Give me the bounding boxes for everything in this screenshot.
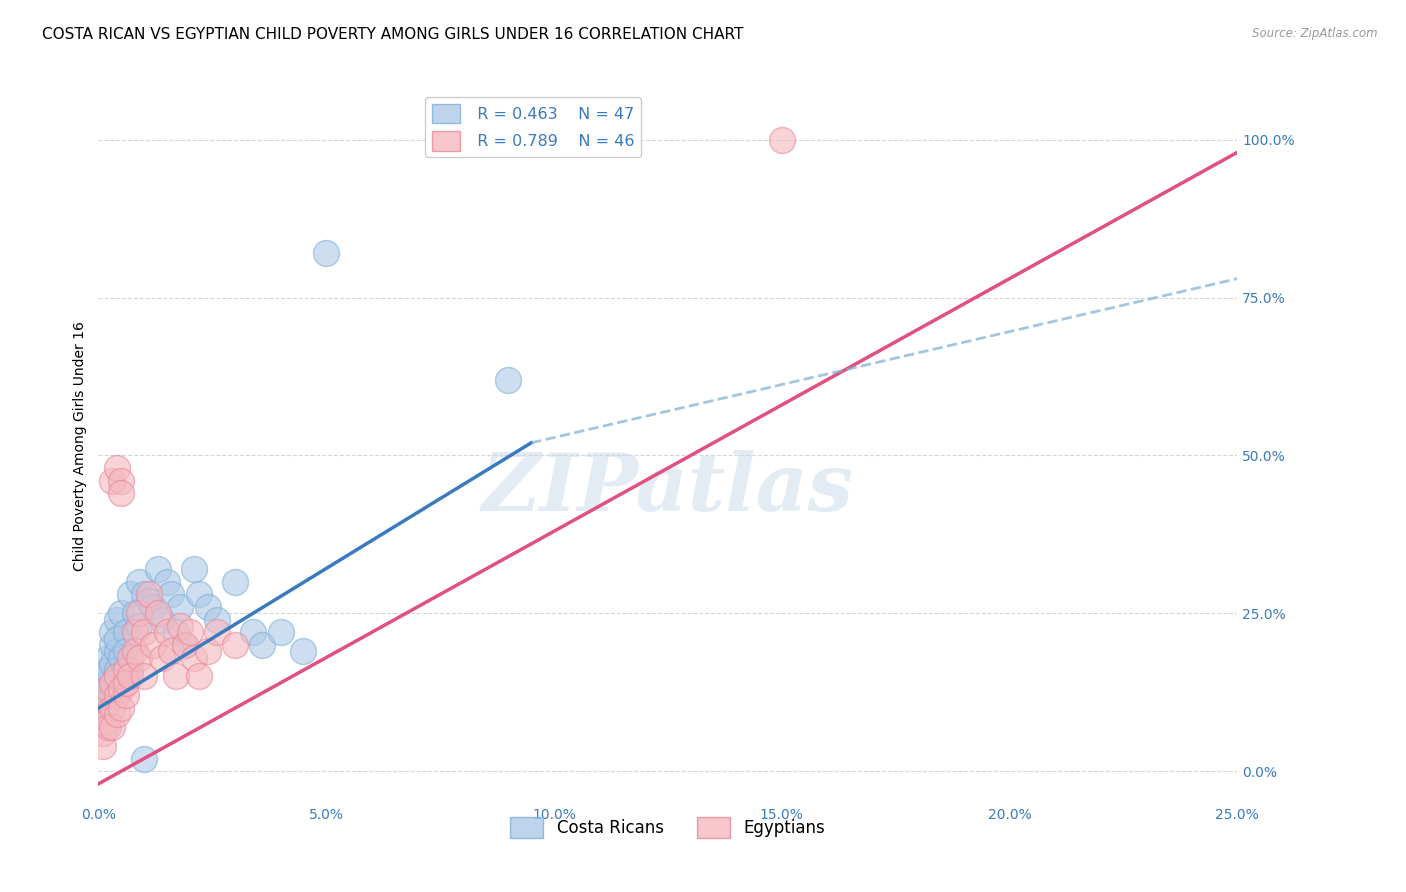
Point: [124, 644, 146, 658]
Point: [105, 669, 128, 683]
Point: [169, 600, 191, 615]
Point: [138, 587, 160, 601]
Point: [101, 675, 124, 690]
Point: [105, 632, 128, 646]
Point: [146, 562, 169, 576]
Point: [128, 619, 150, 633]
Point: [187, 587, 209, 601]
Point: [242, 625, 264, 640]
Point: [165, 625, 187, 640]
Point: [120, 650, 142, 665]
Point: [150, 613, 173, 627]
Point: [292, 644, 315, 658]
Point: [197, 644, 219, 658]
Point: [165, 669, 187, 683]
Point: [128, 574, 150, 589]
Point: [105, 689, 128, 703]
Point: [101, 474, 124, 488]
Point: [114, 625, 136, 640]
Point: [101, 657, 124, 671]
Point: [498, 373, 520, 387]
Point: [96, 720, 118, 734]
Point: [120, 587, 142, 601]
Point: [91, 701, 114, 715]
Point: [174, 638, 197, 652]
Point: [183, 650, 205, 665]
Point: [105, 644, 128, 658]
Point: [120, 663, 142, 677]
Point: [91, 726, 114, 740]
Point: [96, 695, 118, 709]
Point: [91, 707, 114, 722]
Point: [105, 461, 128, 475]
Point: [197, 600, 219, 615]
Point: [128, 650, 150, 665]
Point: [110, 669, 132, 683]
Point: [224, 638, 246, 652]
Point: [132, 751, 155, 765]
Point: [91, 739, 114, 753]
Point: [110, 474, 132, 488]
Point: [120, 669, 142, 683]
Point: [142, 638, 165, 652]
Point: [150, 650, 173, 665]
Point: [160, 644, 183, 658]
Point: [146, 607, 169, 621]
Point: [105, 663, 128, 677]
Point: [770, 133, 793, 147]
Point: [105, 613, 128, 627]
Point: [205, 613, 228, 627]
Point: [91, 669, 114, 683]
Point: [179, 625, 201, 640]
Point: [124, 625, 146, 640]
Point: [105, 707, 128, 722]
Point: [124, 607, 146, 621]
Point: [110, 650, 132, 665]
Point: [110, 486, 132, 500]
Point: [96, 695, 118, 709]
Point: [187, 669, 209, 683]
Legend: Costa Ricans, Egyptians: Costa Ricans, Egyptians: [503, 811, 832, 845]
Point: [101, 625, 124, 640]
Point: [91, 689, 114, 703]
Point: [183, 562, 205, 576]
Point: [156, 625, 179, 640]
Point: [174, 638, 197, 652]
Point: [224, 574, 246, 589]
Point: [142, 600, 165, 615]
Text: COSTA RICAN VS EGYPTIAN CHILD POVERTY AMONG GIRLS UNDER 16 CORRELATION CHART: COSTA RICAN VS EGYPTIAN CHILD POVERTY AM…: [42, 27, 744, 42]
Point: [101, 682, 124, 697]
Point: [96, 675, 118, 690]
Y-axis label: Child Poverty Among Girls Under 16: Child Poverty Among Girls Under 16: [73, 321, 87, 571]
Point: [169, 619, 191, 633]
Point: [96, 714, 118, 728]
Point: [205, 625, 228, 640]
Point: [132, 669, 155, 683]
Point: [110, 607, 132, 621]
Point: [114, 663, 136, 677]
Point: [101, 720, 124, 734]
Point: [160, 587, 183, 601]
Text: ZIPatlas: ZIPatlas: [482, 450, 853, 527]
Point: [138, 593, 160, 607]
Point: [114, 644, 136, 658]
Point: [114, 689, 136, 703]
Point: [101, 638, 124, 652]
Point: [96, 650, 118, 665]
Point: [114, 675, 136, 690]
Point: [110, 682, 132, 697]
Point: [110, 701, 132, 715]
Text: Source: ZipAtlas.com: Source: ZipAtlas.com: [1253, 27, 1378, 40]
Point: [270, 625, 292, 640]
Point: [156, 574, 179, 589]
Point: [96, 663, 118, 677]
Point: [132, 625, 155, 640]
Point: [132, 587, 155, 601]
Point: [96, 682, 118, 697]
Point: [315, 246, 337, 260]
Point: [101, 701, 124, 715]
Point: [252, 638, 274, 652]
Point: [128, 607, 150, 621]
